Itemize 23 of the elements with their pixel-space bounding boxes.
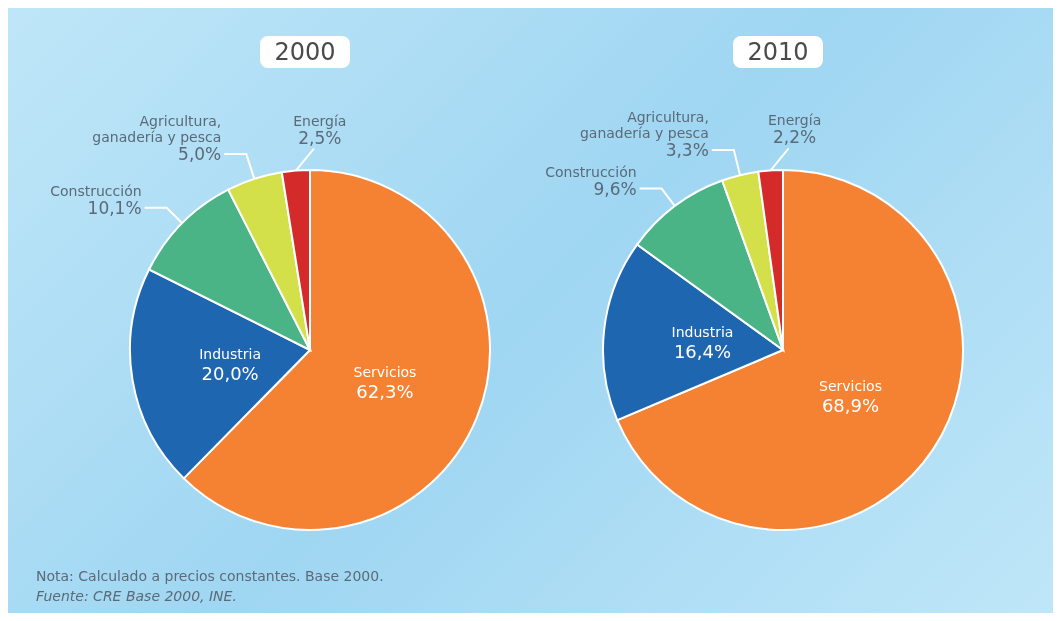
slice-label: Agricultura, ganadería y pesca: [579, 108, 709, 141]
data-label: 16,4%: [673, 340, 732, 362]
data-label: 62,3%: [356, 380, 414, 402]
data-label: 10,1%: [87, 197, 142, 218]
data-label: 3,3%: [665, 139, 709, 160]
slice-label: Servicios: [819, 377, 882, 394]
data-label: 5,0%: [178, 144, 222, 165]
chart-title: 2000: [260, 36, 350, 68]
source-note: Fuente: CRE Base 2000, INE.: [36, 588, 238, 604]
slice-label: Construcción: [50, 182, 142, 199]
slice-label: Construcción: [545, 163, 637, 180]
slice-label: Energía: [293, 112, 347, 129]
data-label: 20,0%: [201, 363, 259, 385]
slice-label: Industria: [199, 346, 261, 363]
chart-title: 2010: [733, 36, 823, 68]
slice-label: Industria: [671, 323, 734, 340]
data-label: 68,9%: [821, 394, 880, 416]
slice-label: Energía: [768, 112, 822, 129]
slice-label: Servicios: [353, 363, 417, 380]
slice-label: Agricultura, ganadería y pesca: [92, 113, 222, 146]
data-label: 9,6%: [593, 178, 637, 199]
data-label: 2,2%: [773, 127, 817, 148]
text: Nota: Calculado a precios constantes. Base 2000.: [36, 568, 384, 584]
